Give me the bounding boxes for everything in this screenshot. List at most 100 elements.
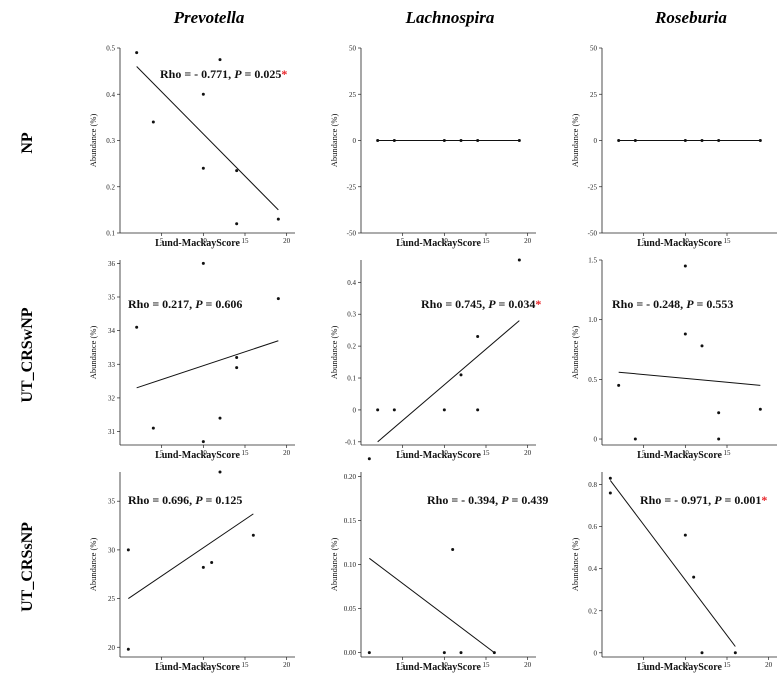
x-tick-label: 20 [524,449,532,457]
data-point [692,575,696,579]
data-point [717,411,721,415]
p-label: P [501,493,509,507]
rho-value: Rho = - 0.394, [427,493,501,507]
y-tick-label: 0.5 [588,376,597,384]
row-label-np: NP [19,132,36,154]
significance-star: * [281,67,287,81]
data-point [276,297,280,301]
significance-star: * [761,493,767,507]
x-tick-label: 10 [441,449,449,457]
data-point [700,344,704,348]
x-tick-label: 5 [642,661,646,669]
regression-line [369,557,495,653]
data-point [717,139,721,142]
x-tick-label: 15 [483,449,491,457]
stat-annotation: Rho = - 0.248, P = 0.553 [612,297,733,311]
x-tick-label: 15 [483,237,491,245]
x-axis-label: Lund-MackayScore [155,450,240,461]
x-axis-label: Lund-MackayScore [637,450,722,461]
x-tick-label: 15 [724,237,732,245]
y-tick-label: 0.2 [347,343,356,351]
data-point [135,325,139,329]
x-tick-label: 20 [765,661,773,669]
x-axis-label: Lund-MackayScore [396,662,481,673]
x-tick-label: 15 [242,661,250,669]
x-tick-label: 5 [160,449,164,457]
data-point [476,335,480,339]
y-axis-label: Abundance (%) [329,326,339,380]
x-tick-label: 15 [242,237,250,245]
x-tick-label: 5 [401,237,405,245]
x-axis-label: Lund-MackayScore [396,450,481,461]
x-axis-label: Lund-MackayScore [155,662,240,673]
x-tick-label: 10 [200,237,208,245]
data-point [235,169,239,173]
rho-value: Rho = - 0.248, [612,297,686,311]
rho-value: Rho = - 0.771, [160,67,234,81]
data-point [459,651,463,655]
data-point [218,470,222,474]
stat-annotation: Rho = - 0.971, P = 0.001* [640,493,767,507]
y-tick-label: 1.0 [588,316,597,324]
data-point [633,139,637,142]
y-tick-label: 1.5 [588,257,597,265]
y-axis-label: Abundance (%) [88,114,98,168]
data-point [126,647,130,651]
y-tick-label: 0.3 [106,137,115,145]
y-tick-label: 0.1 [347,375,356,383]
panel-np-lachnospira: -50 -25 0 25 50 5 10 15 20 Lund-MackayScore Abunda… [329,45,536,249]
y-tick-label: 0 [594,436,598,444]
data-point [459,373,463,377]
data-point [633,437,637,441]
x-tick-label: 10 [441,661,449,669]
data-point [135,51,139,55]
data-point [608,491,612,495]
y-tick-label: 0.20 [344,473,357,481]
y-axis-label: Abundance (%) [88,326,98,380]
panel-ut-crswnp-prevotella: 31 32 33 34 35 36 5 10 15 20 Lund-MackayScore Abund… [88,260,295,461]
p-value: = 0.034 [496,297,536,311]
y-tick-label: 0.4 [106,91,115,99]
p-value: = 0.439 [509,493,549,507]
data-point [235,356,239,360]
p-value: = 0.025 [242,67,282,81]
regression-line [128,513,254,599]
rho-value: Rho = 0.745, [421,297,488,311]
stat-annotation: Rho = 0.217, P = 0.606 [128,297,242,311]
p-value: = 0.001 [722,493,762,507]
x-tick-label: 15 [483,661,491,669]
data-point [517,258,521,262]
y-tick-label: 0.6 [588,523,597,531]
data-point [201,92,205,96]
y-tick-label: 0.4 [347,279,356,287]
data-point [235,366,239,370]
stat-annotation: Rho = - 0.771, P = 0.025* [160,67,287,81]
significance-star: * [535,297,541,311]
y-tick-label: 25 [108,595,116,603]
p-label: P [714,493,722,507]
data-point [218,416,222,420]
y-tick-label: 0.05 [344,605,357,613]
stat-annotation: Rho = - 0.394, P = 0.439 [427,493,548,507]
y-tick-label: -0.1 [345,438,357,446]
data-point [683,264,687,268]
x-tick-label: 15 [724,661,732,669]
x-tick-label: 5 [160,661,164,669]
data-point [476,408,480,412]
data-point [218,58,222,62]
y-axis-label: Abundance (%) [570,326,580,380]
data-point [367,457,371,461]
rho-value: Rho = 0.217, [128,297,195,311]
data-point [210,561,214,565]
regression-line [136,66,279,211]
data-point [758,139,762,142]
x-tick-label: 10 [682,449,690,457]
y-tick-label: 0 [594,649,598,657]
y-tick-label: -50 [588,230,598,238]
p-value: = 0.553 [694,297,734,311]
y-tick-label: 50 [349,45,357,53]
p-label: P [195,493,203,507]
y-tick-label: 0.8 [588,481,597,489]
y-tick-label: 0.15 [344,517,357,525]
